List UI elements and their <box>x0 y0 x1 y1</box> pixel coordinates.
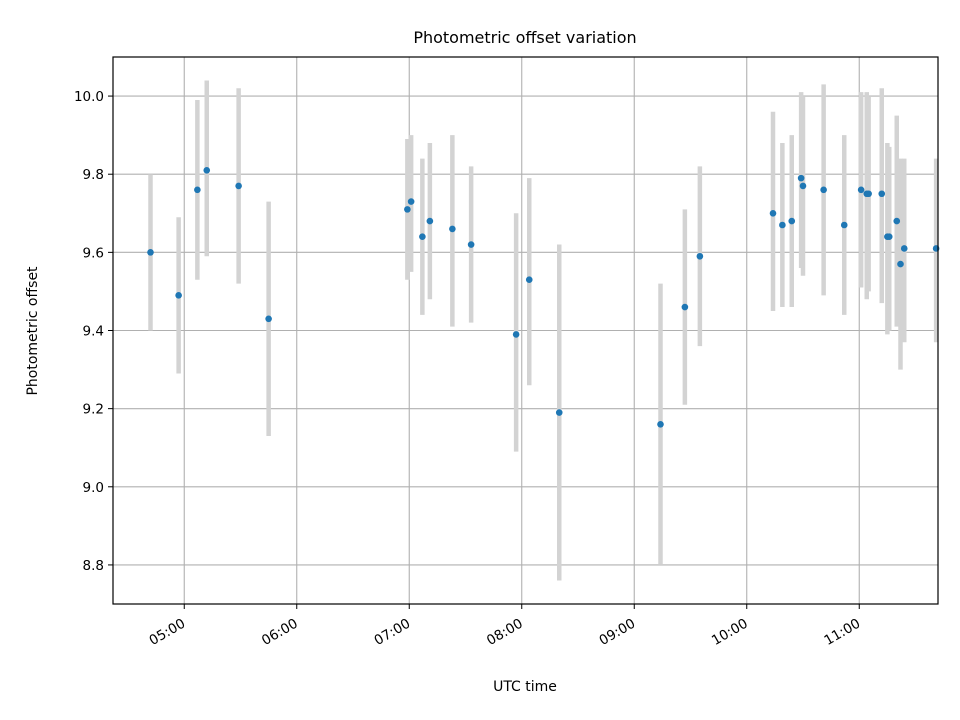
data-point <box>799 182 807 190</box>
y-tick-label: 9.0 <box>83 480 104 496</box>
y-tick-label: 9.4 <box>83 324 104 340</box>
data-point <box>797 174 805 182</box>
data-point <box>893 217 901 225</box>
y-tick-label: 9.6 <box>83 245 104 261</box>
y-axis-label: Photometric offset <box>25 266 41 396</box>
data-point <box>820 186 827 194</box>
data-point <box>404 206 411 213</box>
y-axis-ticks: 8.8 9.0 9.2 9.4 9.6 9.8 10.0 <box>74 89 113 574</box>
data-point <box>525 276 533 284</box>
data-point <box>175 292 182 299</box>
data-point <box>467 241 475 248</box>
data-point <box>657 420 664 428</box>
y-tick-label: 8.8 <box>83 558 104 574</box>
data-point <box>865 190 872 198</box>
data-point <box>407 198 415 205</box>
data-point <box>203 167 211 174</box>
data-point <box>696 252 704 260</box>
data-point <box>769 209 777 217</box>
y-tick-label: 9.2 <box>83 402 104 418</box>
data-point <box>426 217 434 225</box>
x-axis-label: UTC time <box>493 679 557 695</box>
chart-title: Photometric offset variation <box>413 28 636 47</box>
data-point <box>900 245 908 252</box>
data-point <box>419 233 426 241</box>
data-point <box>779 221 786 229</box>
data-point <box>681 303 689 311</box>
data-point <box>265 315 272 323</box>
data-point <box>449 225 456 233</box>
data-point <box>840 221 848 229</box>
data-point <box>878 190 886 198</box>
data-point <box>512 331 520 338</box>
data-point <box>555 409 563 416</box>
data-points <box>147 167 940 428</box>
data-point <box>235 182 242 190</box>
data-point <box>897 260 904 268</box>
data-point <box>147 249 154 256</box>
data-point <box>194 186 201 194</box>
data-point <box>857 186 865 194</box>
y-tick-label: 10.0 <box>74 89 104 105</box>
y-tick-label: 9.8 <box>83 167 104 183</box>
data-point <box>885 233 893 241</box>
data-point <box>788 217 796 225</box>
